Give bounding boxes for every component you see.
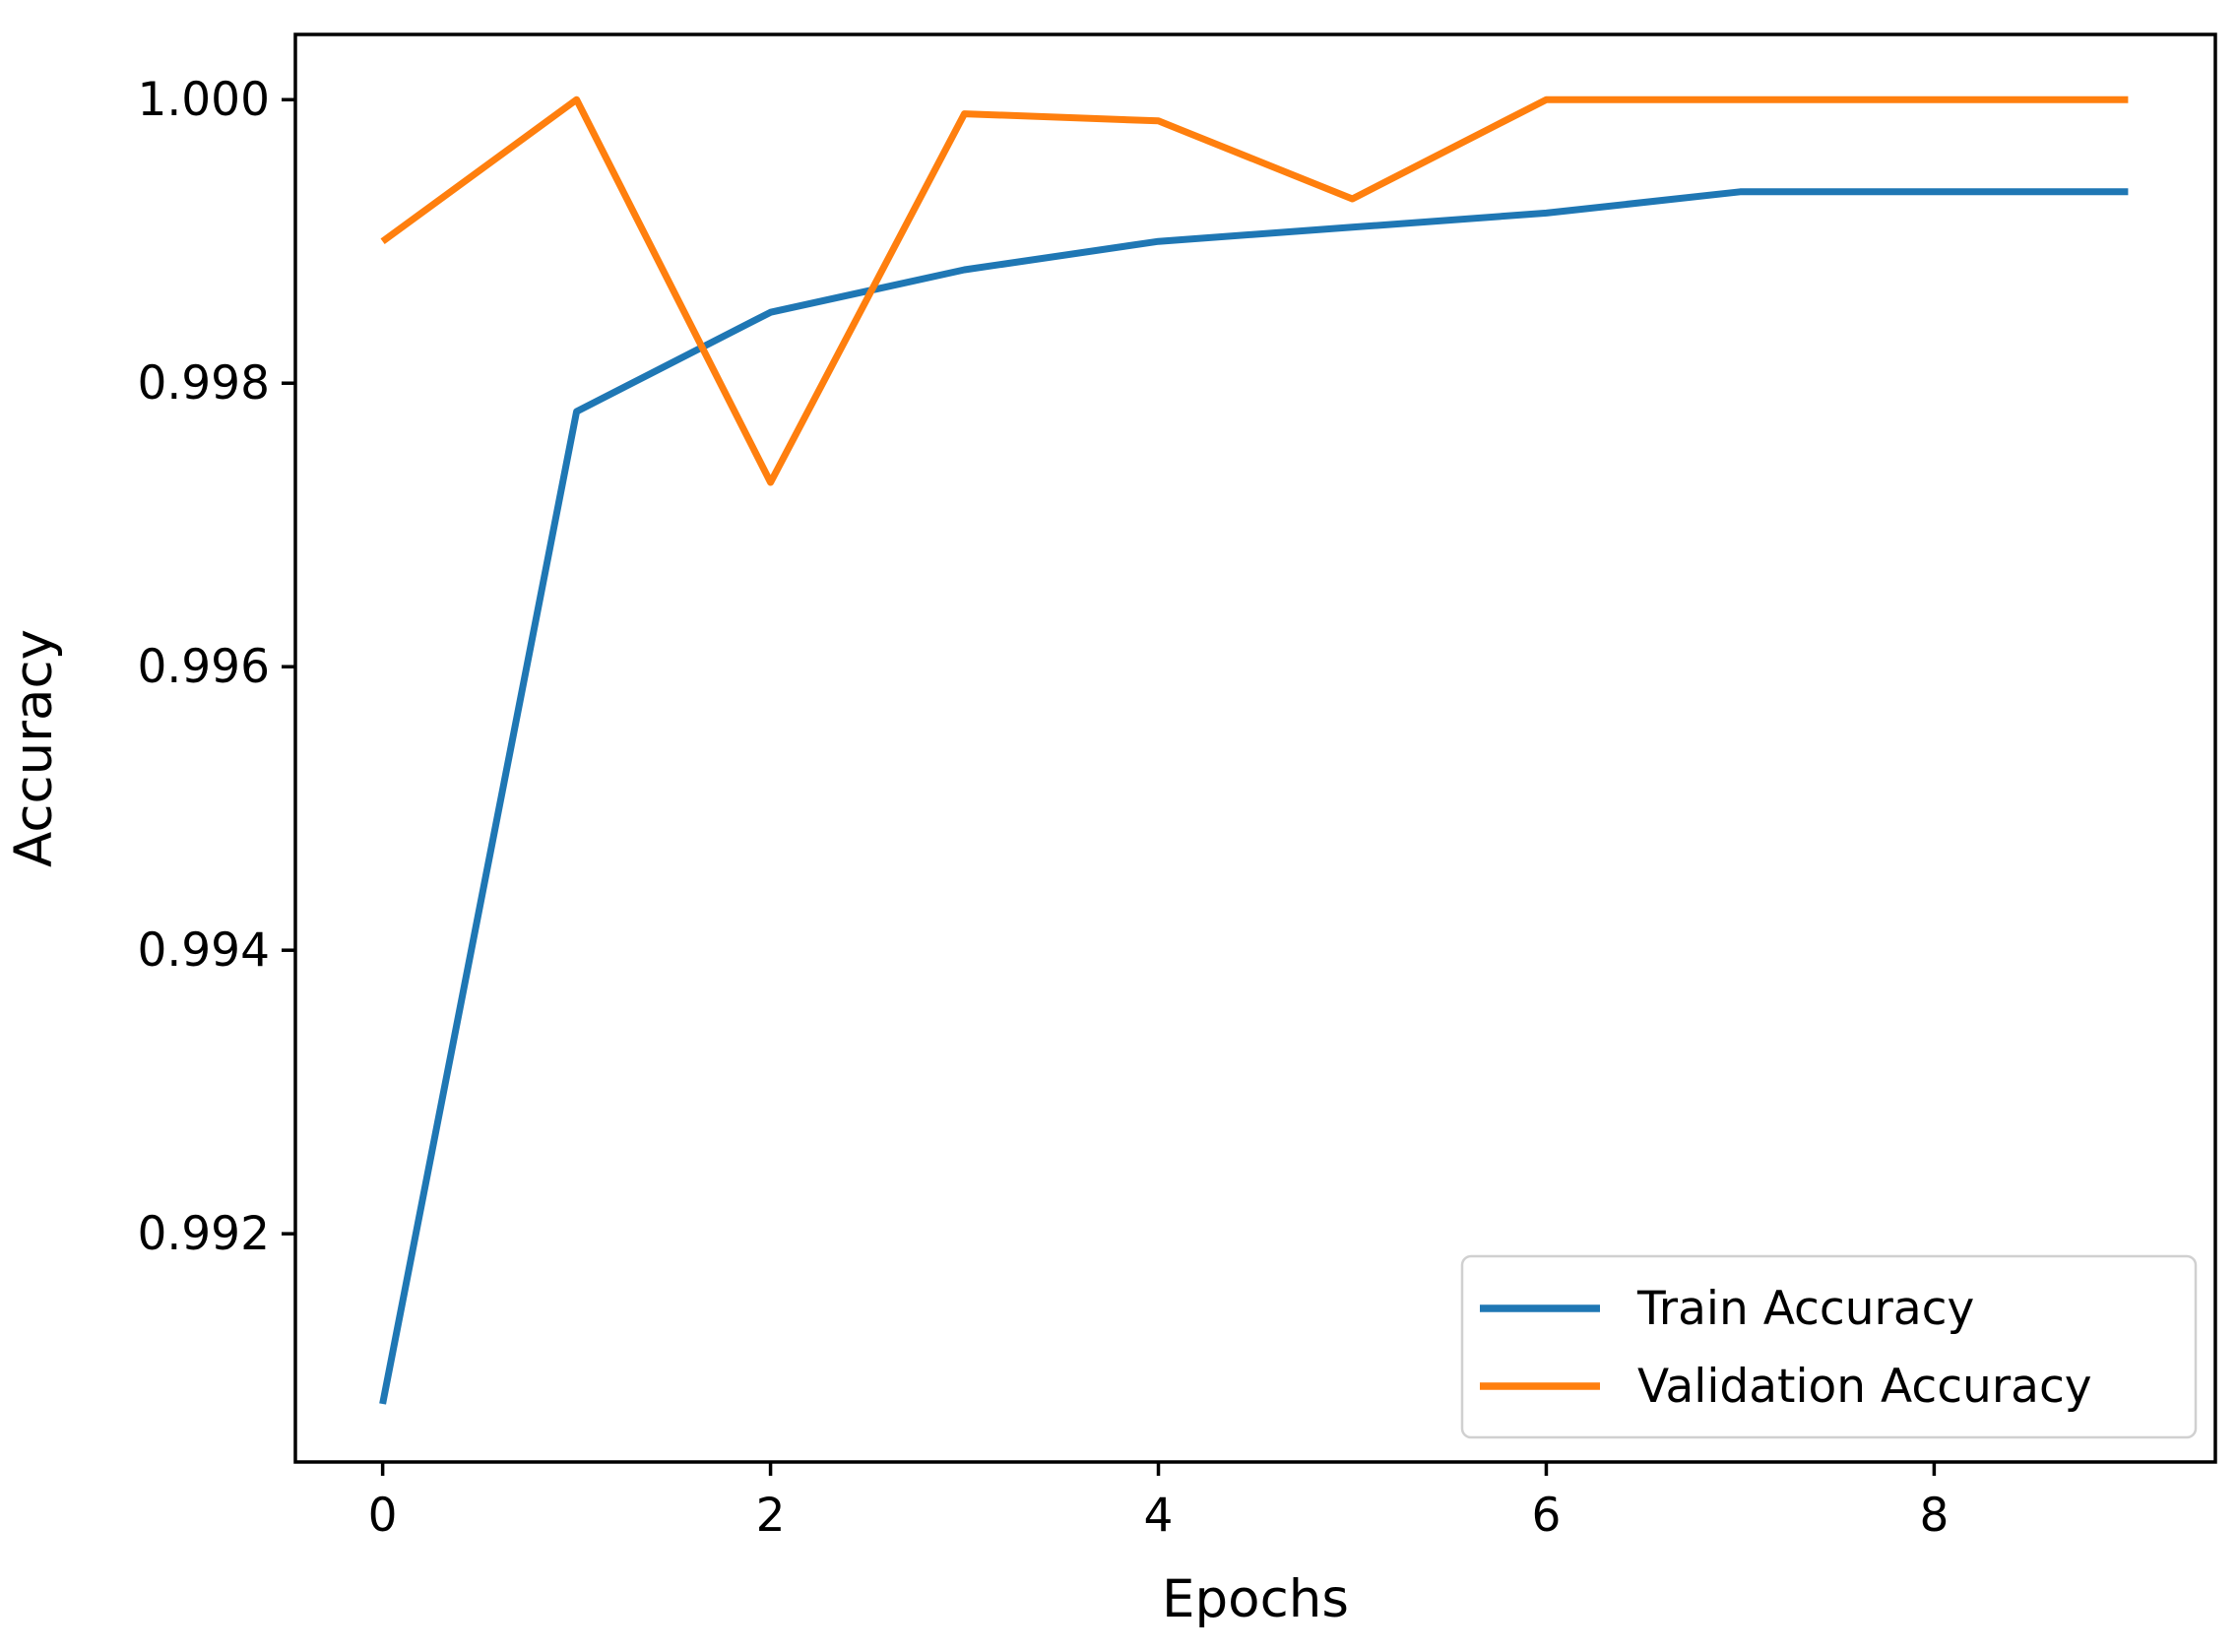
axes-spines (293, 32, 2217, 1464)
y-tick-label: 1.000 (137, 73, 270, 127)
y-tick-label: 0.998 (137, 356, 270, 411)
y-tick-label: 0.996 (137, 640, 270, 694)
x-axis-label: Epochs (1162, 1569, 1349, 1629)
chart-line-train (379, 188, 2129, 1405)
x-tick-label: 2 (756, 1489, 786, 1543)
chart-line-validation (380, 95, 2129, 486)
x-tick-label: 6 (1532, 1489, 1562, 1543)
legend-label-validation: Validation Accuracy (1637, 1360, 2092, 1414)
legend-box (1460, 1254, 2198, 1439)
legend-label-train: Train Accuracy (1636, 1282, 1974, 1336)
y-tick-label: 0.992 (137, 1207, 270, 1261)
y-axis-label: Accuracy (4, 629, 64, 867)
legend: Train Accuracy Validation Accuracy (1460, 1254, 2198, 1439)
x-tick-label: 4 (1144, 1489, 1174, 1543)
x-tick-label: 0 (368, 1489, 398, 1543)
y-tick-label: 0.994 (137, 923, 270, 978)
x-tick-label: 8 (1919, 1489, 1949, 1543)
